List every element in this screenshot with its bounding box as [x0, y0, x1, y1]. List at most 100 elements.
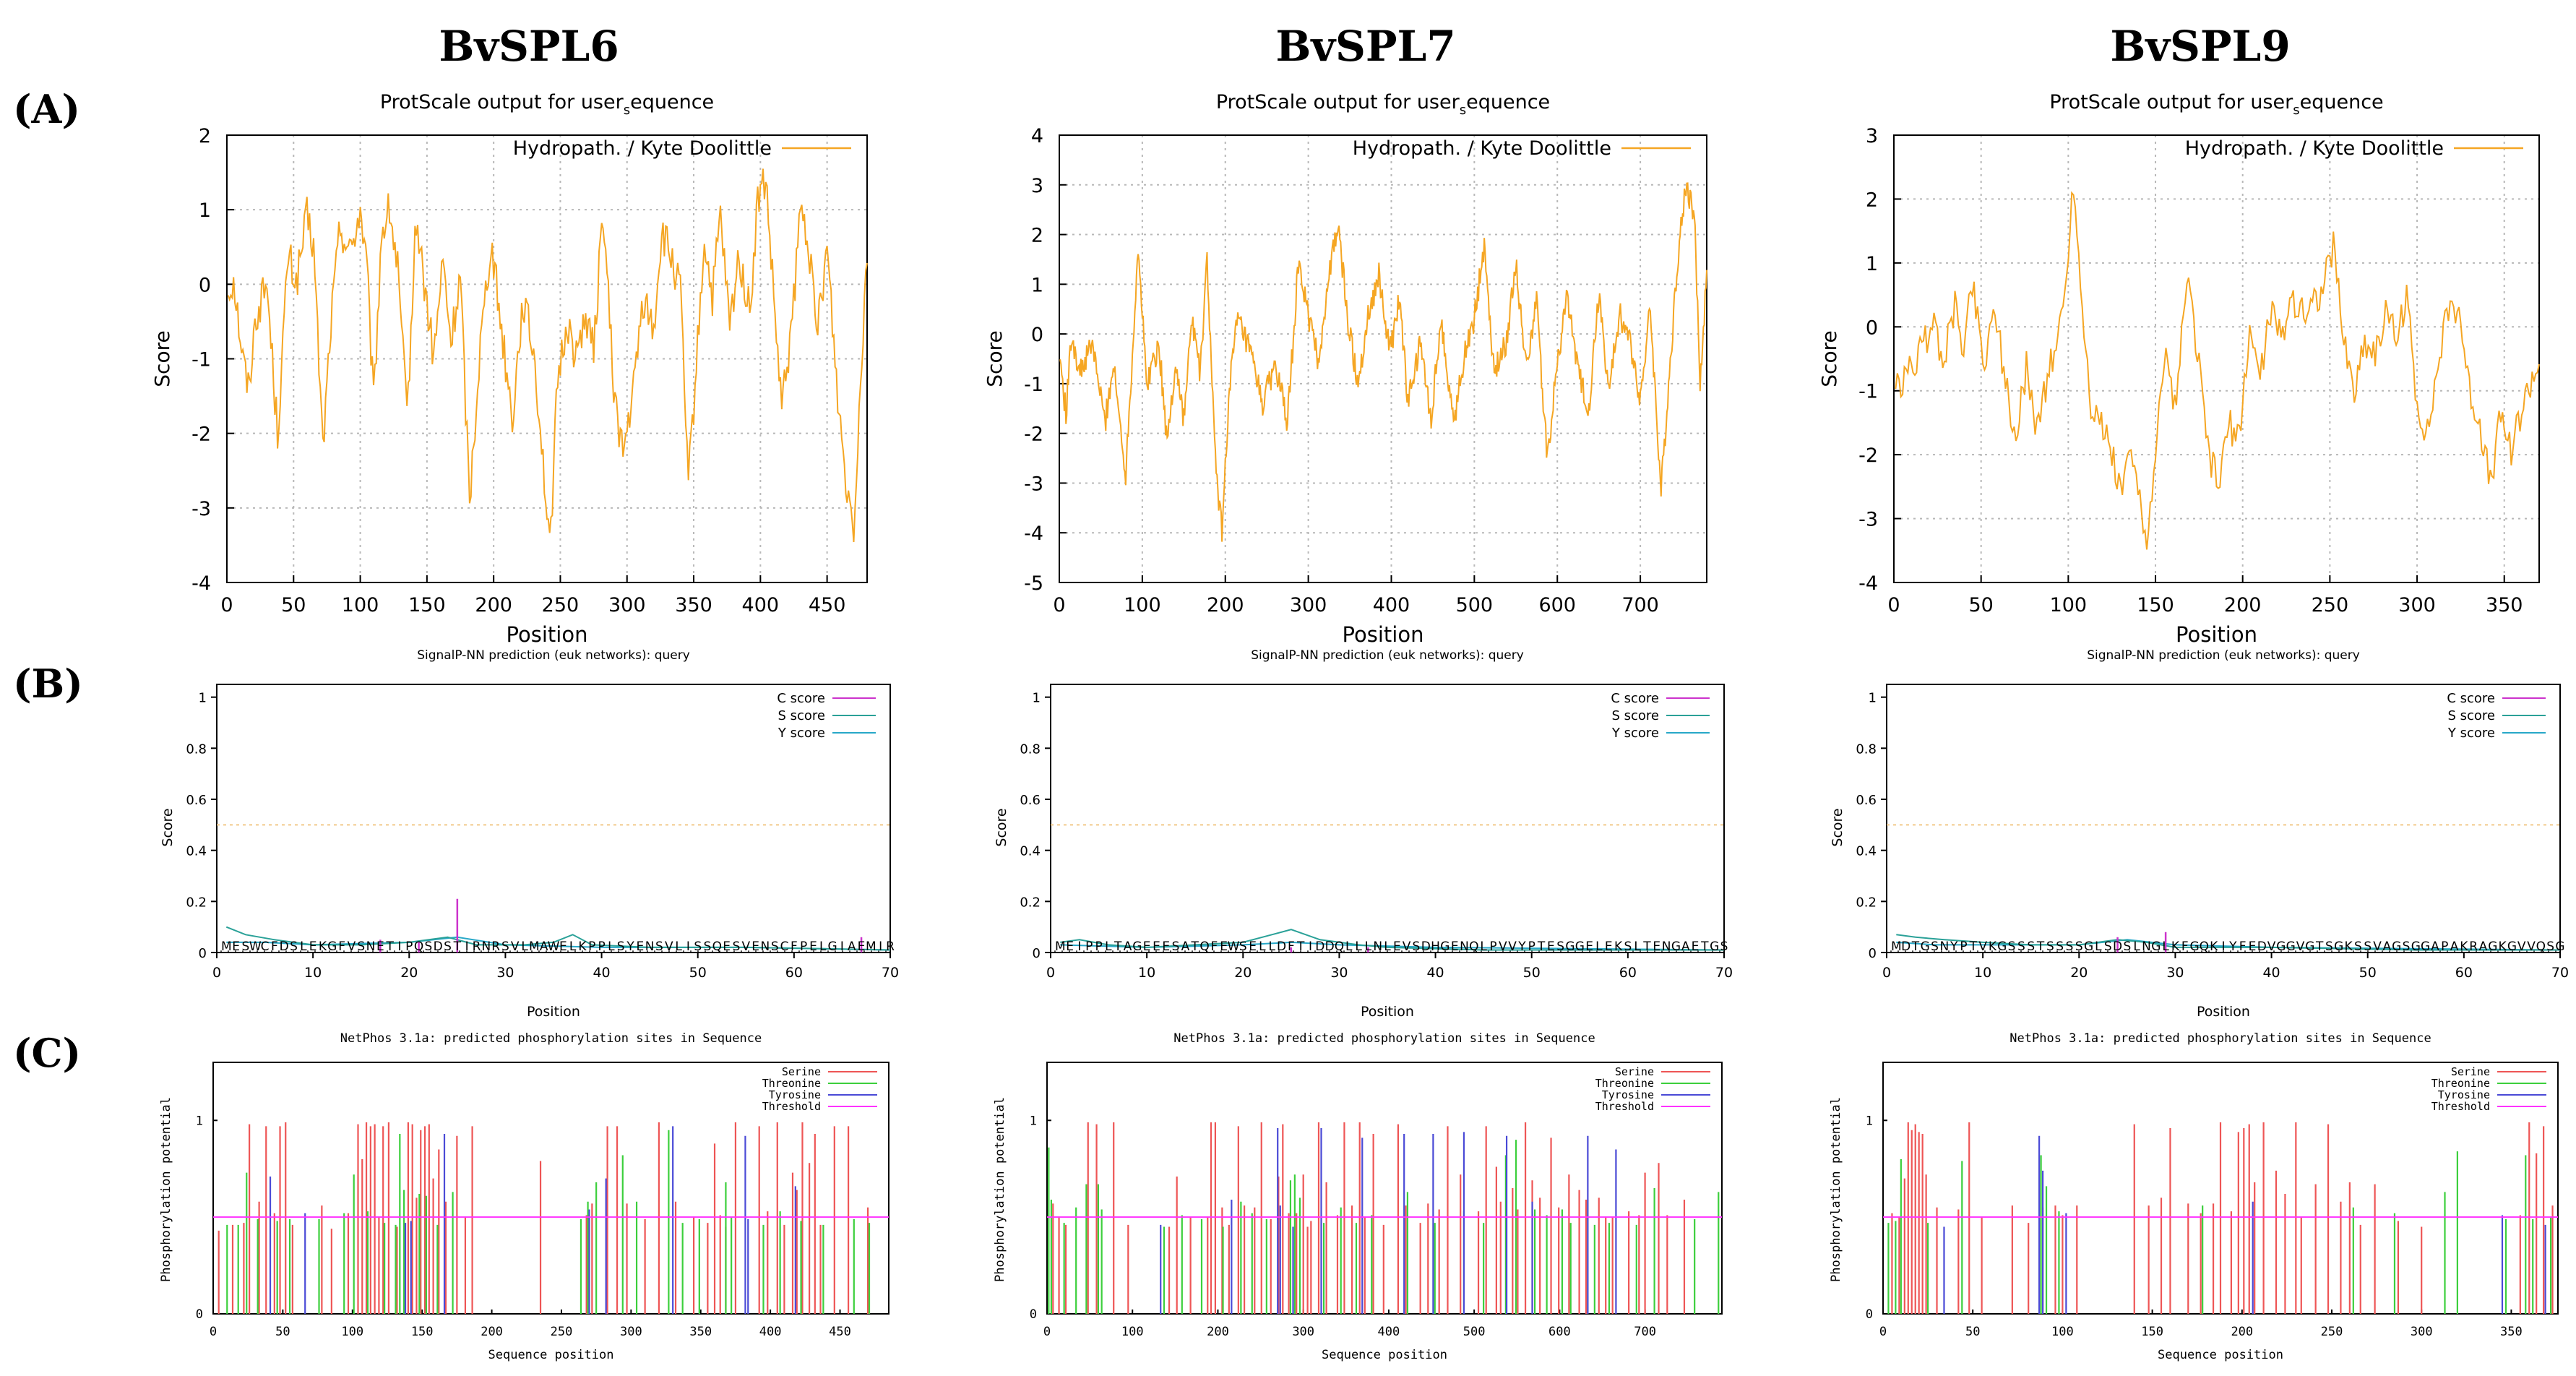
- sequence-letter: E: [1605, 939, 1613, 954]
- sequence-letter: I: [1077, 939, 1081, 954]
- y-axis-label: Score: [1817, 330, 1841, 387]
- sequence-letter: G: [1565, 939, 1575, 954]
- chart-title: NetPhos 3.1a: predicted phosphorylation …: [1173, 1031, 1595, 1046]
- sequence-letter: L: [1345, 939, 1353, 954]
- y-tick-label: 1: [1866, 253, 1878, 275]
- sequence-letter: P: [1528, 939, 1535, 954]
- sequence-letter: L: [2133, 939, 2140, 954]
- y-axis-label: Score: [994, 808, 1009, 846]
- sequence-letter: E: [1393, 939, 1401, 954]
- sequence-letter: N: [1373, 939, 1382, 954]
- sequence-letter: S: [2066, 939, 2074, 954]
- sequence-letter: L: [2095, 939, 2102, 954]
- x-axis-label: Sequence position: [488, 1348, 614, 1362]
- y-tick-label: 0.2: [1856, 895, 1877, 910]
- x-tick-label: 300: [1290, 594, 1327, 616]
- sequence-letter: L: [300, 939, 307, 954]
- sequence-letter: C: [261, 939, 270, 954]
- y-tick-label: 1: [1031, 274, 1043, 296]
- y-tick-label: 1: [1866, 1114, 1873, 1128]
- sequence-letter: I: [840, 939, 844, 954]
- x-tick-label: 200: [481, 1325, 503, 1339]
- x-tick-label: 10: [304, 965, 322, 981]
- x-tick-label: 350: [2500, 1325, 2523, 1339]
- sequence-letter: D: [280, 939, 289, 954]
- sequence-letter: G: [2411, 939, 2421, 954]
- sequence-letter: A: [1181, 939, 1190, 954]
- netphos-plot-bvspl7: NetPhos 3.1a: predicted phosphorylation …: [993, 1031, 1723, 1362]
- sequence-letter: G: [2151, 939, 2161, 954]
- y-tick-label: 0.4: [186, 844, 207, 859]
- column-title-bvspl7: BvSPL7: [1275, 22, 1455, 71]
- sequence-letter: L: [1268, 939, 1275, 954]
- sequence-letter: T: [1191, 939, 1199, 954]
- sequence-letter: F: [1288, 939, 1295, 954]
- sequence-letter: S: [1172, 939, 1180, 954]
- x-tick-label: 60: [785, 965, 803, 981]
- sequence-letter: N: [1460, 939, 1469, 954]
- chart-title-subscript: s: [2293, 103, 2299, 118]
- chart-title: ProtScale output for usersequence: [1216, 91, 1550, 118]
- sequence-letter: A: [2383, 939, 2392, 954]
- x-tick-label: 700: [1621, 594, 1659, 616]
- protscale-plot-bvspl7: 0 100 200 300 400 500 600 700 -5 -4 -3 -2 -1 0 1 2 3 4 Pro…: [983, 91, 1707, 647]
- sequence-letter: D: [1901, 939, 1911, 954]
- sequence-letter: M: [1055, 939, 1066, 954]
- x-tick-label: 100: [1121, 1325, 1144, 1339]
- sequence-letter: D: [2113, 939, 2122, 954]
- sequence-letter: I: [879, 939, 882, 954]
- sequence-letter: E: [559, 939, 567, 954]
- sequence-letter: T: [1537, 939, 1546, 954]
- sequence-letter: M: [529, 939, 540, 954]
- sequence-letter: T: [1700, 939, 1709, 954]
- y-tick-label: 2: [1031, 225, 1043, 247]
- x-tick-label: 600: [1538, 594, 1576, 616]
- sequence-letter: R: [491, 939, 500, 954]
- x-axis-label: Sequence position: [2158, 1348, 2283, 1362]
- sequence-letter: V: [2267, 939, 2276, 954]
- sequence-letter: E: [1547, 939, 1555, 954]
- sequence-letter: S: [2546, 939, 2554, 954]
- x-tick-label: 450: [809, 594, 846, 616]
- sequence-letter: S: [2325, 939, 2333, 954]
- sequence-letter: S: [1239, 939, 1247, 954]
- sequence-letter: L: [2162, 939, 2169, 954]
- sequence-letter: S: [1624, 939, 1632, 954]
- sequence-letter: P: [1085, 939, 1093, 954]
- x-tick-label: 100: [2050, 594, 2088, 616]
- sequence-letter: S: [290, 939, 298, 954]
- chart-title-subscript: s: [624, 103, 630, 118]
- netphos-plot-bvspl9: NetPhos 3.1a: predicted phosphorylation …: [1829, 1031, 2559, 1362]
- sequence-letter: S: [2104, 939, 2112, 954]
- sequence-letter: Y: [1950, 939, 1958, 954]
- sequence-letter: A: [848, 939, 856, 954]
- sequence-letter: L: [1365, 939, 1372, 954]
- sequence-letter: G: [2189, 939, 2199, 954]
- x-tick-label: 10: [1974, 965, 1991, 981]
- sequence-letter: S: [2008, 939, 2016, 954]
- sequence-letter: K: [319, 939, 327, 954]
- sequence-letter: M: [1891, 939, 1902, 954]
- sequence-letter: E: [636, 939, 644, 954]
- x-tick-label: 200: [475, 594, 512, 616]
- x-tick-label: 100: [341, 1325, 363, 1339]
- sequence-letter: S: [357, 939, 365, 954]
- x-tick-label: 50: [1968, 594, 1993, 616]
- x-tick-label: 70: [2551, 965, 2569, 981]
- x-tick-label: 10: [1138, 965, 1155, 981]
- chart-title-tail: equence: [630, 91, 714, 113]
- x-tick-label: 300: [608, 594, 646, 616]
- y-tick-label: 2: [1866, 189, 1878, 211]
- sequence-letter: V: [511, 939, 520, 954]
- sequence-letter: E: [1220, 939, 1228, 954]
- sequence-letter: S: [1413, 939, 1421, 954]
- sequence-letter: T: [385, 939, 394, 954]
- x-tick-label: 0: [1887, 594, 1900, 616]
- sequence-letter: I: [686, 939, 690, 954]
- sequence-letter: L: [1480, 939, 1487, 954]
- y-axis-label: Score: [160, 808, 176, 846]
- x-tick-label: 200: [2224, 594, 2262, 616]
- legend-label-c-score: C score: [777, 691, 825, 706]
